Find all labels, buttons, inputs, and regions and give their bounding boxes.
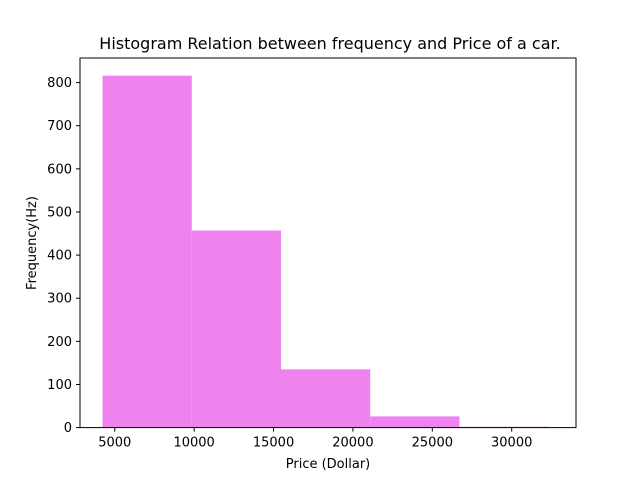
histogram-bar-1 bbox=[102, 75, 192, 428]
x-tick-label: 10000 bbox=[173, 436, 214, 451]
x-axis-label: Price (Dollar) bbox=[286, 457, 371, 472]
x-tick-label: 5000 bbox=[98, 436, 131, 451]
bars-group bbox=[102, 75, 549, 428]
x-tick-label: 25000 bbox=[412, 436, 453, 451]
y-tick-label: 600 bbox=[47, 162, 72, 177]
y-tick-label: 700 bbox=[47, 119, 72, 134]
y-tick-label: 200 bbox=[47, 335, 72, 350]
y-tick-label: 400 bbox=[47, 249, 72, 264]
y-axis-ticks: 0 100 200 300 400 500 600 700 800 bbox=[47, 76, 80, 436]
chart-title: Histogram Relation between frequency and… bbox=[99, 34, 560, 53]
x-axis-ticks: 5000 10000 15000 20000 25000 30000 bbox=[98, 427, 532, 451]
y-tick-label: 100 bbox=[47, 378, 72, 393]
x-tick-label: 15000 bbox=[253, 436, 294, 451]
y-tick-label: 0 bbox=[64, 421, 72, 436]
histogram-bar-4 bbox=[370, 416, 460, 428]
histogram-bar-2 bbox=[191, 230, 282, 428]
x-tick-label: 20000 bbox=[332, 436, 373, 451]
y-tick-label: 800 bbox=[47, 76, 72, 91]
histogram-bar-3 bbox=[281, 369, 371, 428]
y-tick-label: 300 bbox=[47, 292, 72, 307]
y-axis-label: Frequency(Hz) bbox=[25, 196, 40, 290]
x-tick-label: 30000 bbox=[491, 436, 532, 451]
plot-frame bbox=[79, 57, 577, 429]
y-tick-label: 500 bbox=[47, 205, 72, 220]
